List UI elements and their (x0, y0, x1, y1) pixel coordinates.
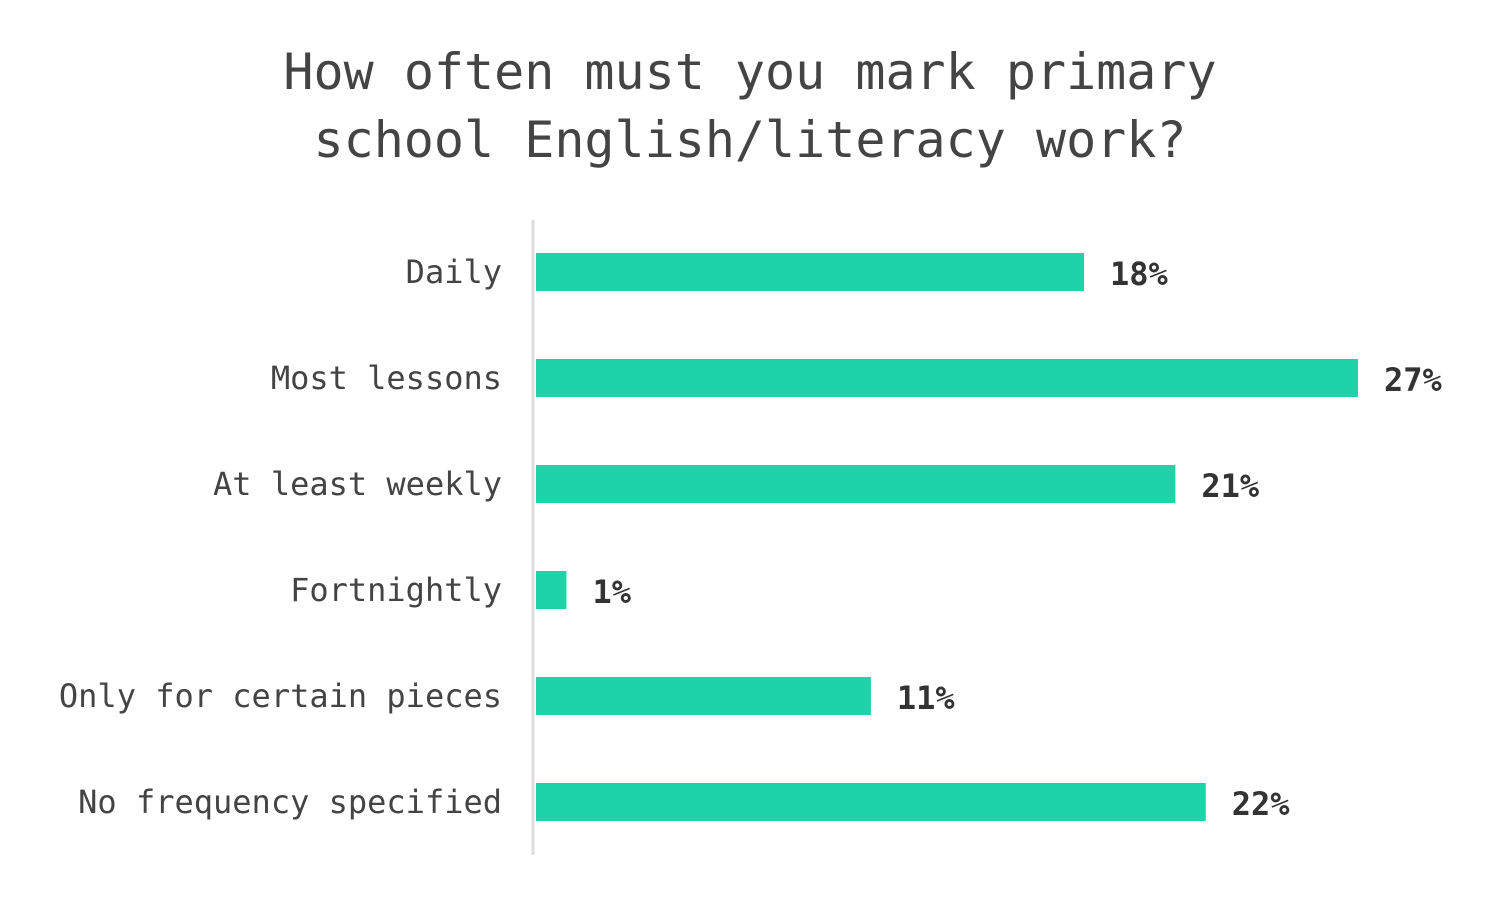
bar (536, 359, 1358, 397)
bar (536, 253, 1084, 291)
data-label: 21% (1201, 467, 1260, 505)
chart-title: How often must you mark primary school E… (0, 38, 1500, 174)
chart-title-line-2: school English/literacy work? (313, 111, 1187, 169)
category-label: No frequency specified (78, 783, 502, 821)
data-label: 27% (1384, 361, 1443, 399)
data-label: 22% (1232, 785, 1291, 823)
bar (536, 677, 871, 715)
bar (536, 571, 567, 609)
category-label: Fortnightly (290, 571, 502, 609)
chart-title-line-1: How often must you mark primary (283, 43, 1217, 101)
category-label: Daily (406, 253, 502, 291)
data-label: 1% (592, 573, 631, 611)
data-label: 18% (1110, 255, 1169, 293)
category-label: Most lessons (271, 359, 502, 397)
category-label: Only for certain pieces (59, 677, 502, 715)
bar (536, 783, 1206, 821)
bar (536, 465, 1176, 503)
category-label: At least weekly (213, 465, 502, 503)
data-label: 11% (897, 679, 956, 717)
